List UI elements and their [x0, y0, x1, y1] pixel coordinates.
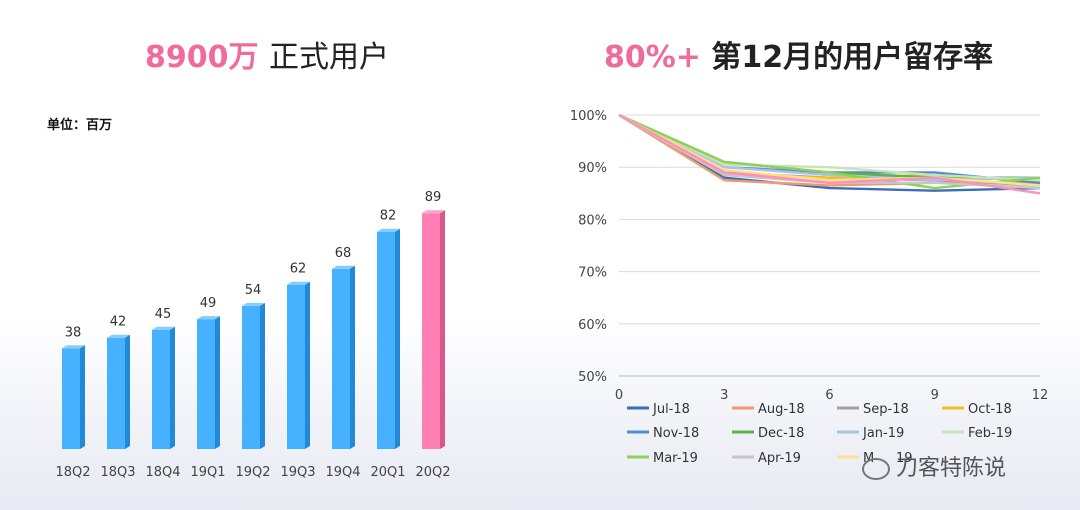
series-line [618, 113, 1041, 182]
bar-top [62, 345, 85, 349]
bar [152, 326, 175, 449]
x-tick-label: 6 [825, 388, 833, 403]
x-tick-label: 19Q1 [190, 465, 225, 480]
series-line [618, 113, 1041, 192]
bar-front [422, 213, 440, 449]
y-tick-label: 60% [578, 318, 607, 333]
bar-side [125, 334, 130, 449]
series-line [618, 113, 1041, 187]
legend-label: Feb-19 [968, 426, 1012, 441]
legend-label: Jan-19 [862, 426, 904, 441]
bar-top [377, 228, 400, 232]
watermark-text: 刀客特陈说 [896, 456, 1007, 481]
bar [287, 281, 310, 449]
x-tick-label: 19Q2 [235, 465, 270, 480]
y-tick-label: 50% [578, 370, 607, 385]
wechat-icon [862, 458, 890, 480]
bar-top [107, 334, 130, 338]
bar-side [395, 228, 400, 449]
bar [422, 210, 445, 449]
bar-side [350, 265, 355, 449]
bar [107, 334, 130, 449]
bar-top [332, 265, 355, 269]
bar-front [197, 319, 215, 449]
bar-top [287, 281, 310, 285]
x-tick-label: 18Q4 [145, 465, 180, 480]
line-chart: 50% 60% 70% 80% 90% 100% 0 3 6 9 12 [570, 109, 1048, 403]
bar-front [242, 305, 260, 449]
legend-label: Sep-18 [863, 402, 909, 417]
legend-label: 19 [896, 451, 913, 466]
retention-highlight: 80%+ [604, 40, 701, 75]
x-tick-label: 3 [720, 388, 728, 403]
watermark: 刀客特陈说 [862, 450, 1006, 482]
y-tick-label: 80% [578, 213, 607, 228]
bar-side [170, 326, 175, 449]
bar-value-label: 42 [110, 315, 127, 330]
bar-front [377, 231, 395, 449]
series-line [618, 113, 1041, 195]
legend-label: Oct-18 [968, 402, 1012, 417]
bar-side [440, 210, 445, 449]
bar-front [152, 329, 170, 449]
bar-side [80, 345, 85, 449]
bar [197, 316, 220, 449]
bar [377, 228, 400, 449]
bar-value-label: 89 [425, 190, 442, 205]
line-chart-title: 80%+ 第12月的用户留存率 [604, 32, 993, 76]
bar-front [332, 268, 350, 449]
bar-side [215, 316, 220, 449]
bar-side [260, 302, 265, 449]
x-tick-label: 20Q1 [370, 465, 405, 480]
x-tick-label: 19Q3 [280, 465, 315, 480]
x-tick-label: 0 [615, 388, 623, 403]
unit-label: 单位：百万 [47, 118, 113, 133]
bar-value-label: 82 [380, 209, 397, 224]
bar-value-label: 45 [155, 307, 172, 322]
bar-value-label: 54 [245, 283, 262, 298]
legend-label: Apr-19 [758, 451, 801, 466]
x-tick-label: 18Q2 [55, 465, 90, 480]
bar-chart: 38 18Q2 42 18Q3 45 18Q4 49 19Q1 54 19Q2 62 19Q3 68 19… [55, 190, 450, 480]
bar-front [107, 337, 125, 449]
bar [242, 302, 265, 449]
line-chart-legend: Jul-18 Aug-18 Sep-18 Oct-18 Nov-18 Dec-18 Jan-… [627, 402, 1012, 466]
retention-label: 第12月的用户留存率 [711, 40, 994, 75]
bar-front [287, 284, 305, 449]
legend-label: Nov-18 [653, 426, 699, 441]
bar-front [62, 348, 80, 449]
y-tick-label: 100% [570, 109, 607, 124]
bar-top [197, 316, 220, 320]
x-tick-label: 19Q4 [325, 465, 360, 480]
bar-value-label: 38 [65, 325, 82, 340]
bar-top [422, 210, 445, 214]
x-tick-label: 18Q3 [100, 465, 135, 480]
bar-top [152, 326, 175, 330]
bar [332, 265, 355, 449]
bar-value-label: 68 [335, 246, 352, 261]
bar-top [242, 302, 265, 306]
legend-label: Aug-18 [758, 402, 805, 417]
bar-chart-title: 8900万 正式用户 [145, 32, 389, 76]
y-tick-label: 70% [578, 266, 607, 281]
user-count-highlight: 8900万 [145, 40, 259, 75]
user-count-label: 正式用户 [268, 40, 389, 75]
bar-value-label: 62 [290, 262, 307, 277]
legend-label: Jul-18 [652, 402, 690, 417]
x-tick-label: 20Q2 [415, 465, 450, 480]
y-tick-label: 90% [578, 161, 607, 176]
legend-label: Mar-19 [653, 451, 698, 466]
legend-label: Dec-18 [758, 426, 804, 441]
x-tick-label: 12 [1032, 388, 1049, 403]
bar-side [305, 281, 310, 449]
x-tick-label: 9 [931, 388, 939, 403]
bar-value-label: 49 [200, 296, 217, 311]
bar [62, 345, 85, 449]
